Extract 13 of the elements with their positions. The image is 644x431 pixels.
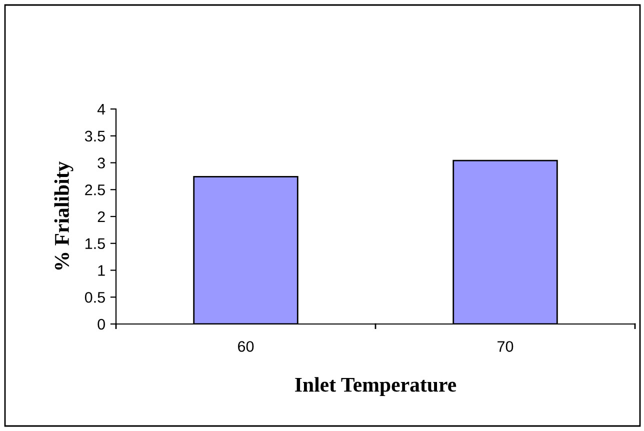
y-tick-label: 1.5 [86, 238, 105, 250]
y-axis-title: % Frialibity [54, 161, 74, 270]
y-tick-label: 3 [98, 158, 105, 168]
y-tick-label: 2 [98, 211, 105, 222]
y-tick-label: 3.5 [84, 130, 105, 142]
y-tick-label: 0 [98, 318, 105, 330]
x-tick-label: 70 [498, 341, 514, 352]
y-tick-label: 1 [98, 265, 105, 276]
x-tick-label: 60 [238, 341, 254, 352]
y-tick-label: 4 [97, 104, 106, 115]
y-tick-label: 2.5 [85, 184, 105, 196]
x-axis-title: Inlet Temperature [295, 377, 456, 396]
y-tick-label: 0.5 [84, 292, 105, 303]
